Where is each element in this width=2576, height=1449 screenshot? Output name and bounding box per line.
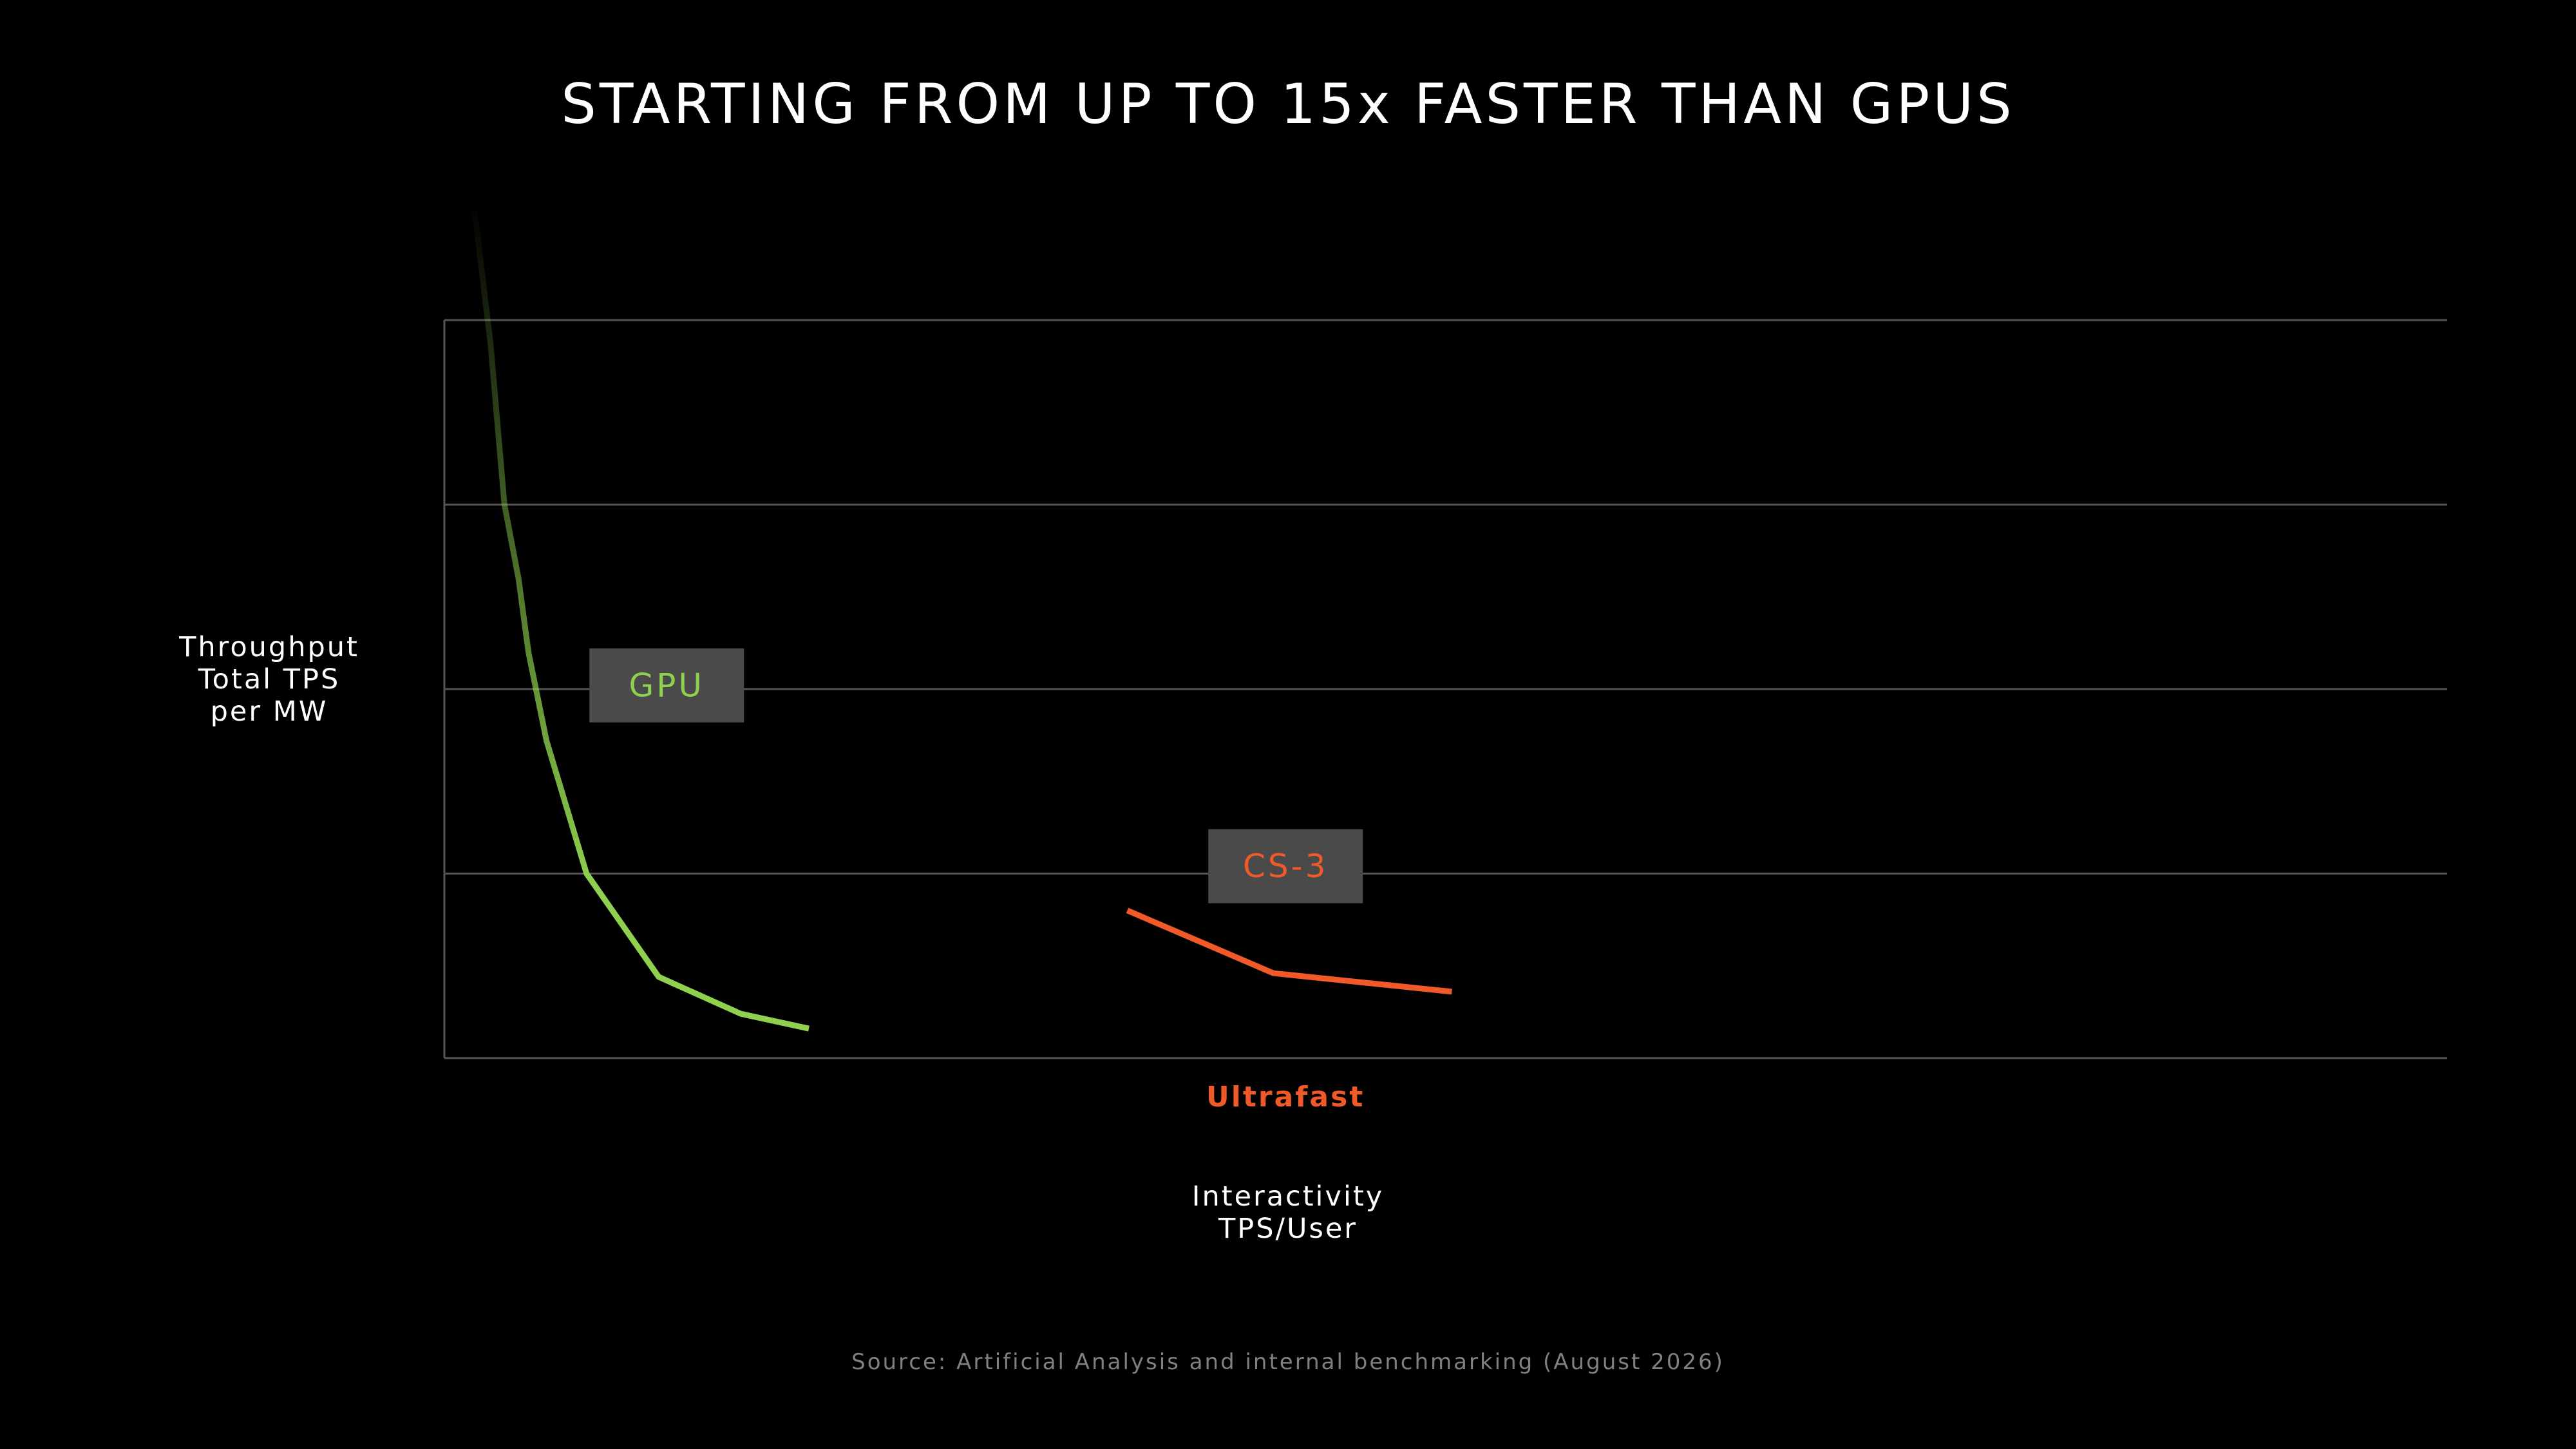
series-lines: [471, 209, 1452, 1032]
series-line-gpu: [471, 209, 810, 1032]
x-axis-label: Interactivity TPS/User: [1095, 1180, 1481, 1245]
series-tag-label-cs-3: CS-3: [1243, 848, 1329, 885]
y-axis-label: Throughput Total TPS per MW: [140, 631, 398, 728]
series-tag-box-cs-3: [1208, 829, 1363, 904]
series-cs-3: [1126, 907, 1452, 995]
x-tick-labels: Ultrafast: [1206, 1081, 1365, 1113]
series-tag-cs-3: CS-3: [1208, 829, 1363, 904]
x-tick-label-1: Ultrafast: [1206, 1081, 1365, 1113]
series-line-cs-3: [1126, 907, 1452, 995]
axes: [443, 320, 2447, 1059]
y-axis-label-line-1: Throughput: [179, 631, 359, 663]
source-note: Source: Artificial Analysis and internal…: [851, 1349, 1725, 1375]
grid-lines: [444, 319, 2447, 875]
y-axis-label-line-3: per MW: [210, 696, 328, 728]
series-tag-label-gpu: GPU: [629, 667, 705, 704]
series-tag-gpu: GPU: [589, 648, 744, 723]
series-tags: GPU CS-3: [589, 648, 1363, 904]
series-tag-box-gpu: [589, 648, 744, 723]
chart-title: STARTING FROM UP TO 15x FASTER THAN GPUS: [561, 72, 2015, 137]
x-axis-label-line-1: Interactivity: [1191, 1180, 1385, 1213]
y-axis-label-line-2: Total TPS: [198, 663, 341, 696]
series-gpu: [471, 209, 810, 1032]
x-axis-label-line-2: TPS/User: [1218, 1213, 1358, 1245]
